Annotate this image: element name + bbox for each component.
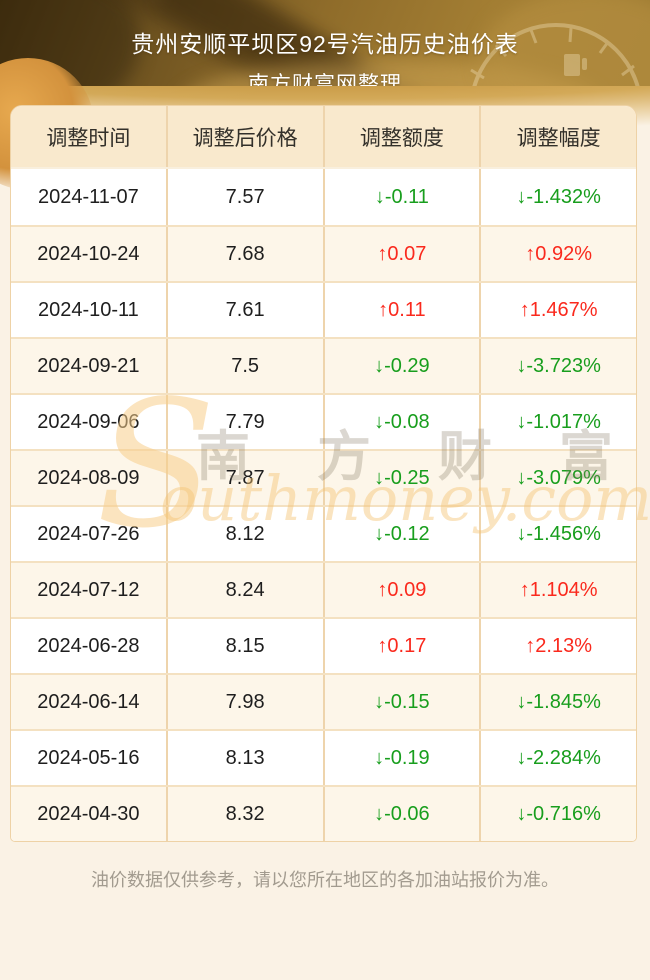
table-row: 2024-11-07 7.57 ↓-0.11 ↓-1.432% [11, 169, 636, 225]
cell-adjust-date: 2024-11-07 [11, 169, 168, 225]
cell-adjust-range: ↑2.13% [525, 634, 592, 657]
table-row: 2024-10-11 7.61 ↑0.11 ↑1.467% [11, 281, 636, 337]
cell-price-after: 8.12 [168, 507, 325, 561]
cell-price-after: 7.57 [168, 169, 325, 225]
cell-adjust-date: 2024-05-16 [11, 731, 168, 785]
table-header-row: 调整时间 调整后价格 调整额度 调整幅度 [11, 106, 636, 169]
cell-adjust-range: ↓-0.716% [516, 802, 601, 825]
cell-adjust-date: 2024-07-12 [11, 563, 168, 617]
column-header-adjust-amount: 调整额度 [325, 106, 482, 167]
banner-titles: 贵州安顺平坝区92号汽油历史油价表 南方财富网整理 [0, 0, 650, 96]
header-banner: 贵州安顺平坝区92号汽油历史油价表 南方财富网整理 [0, 0, 650, 96]
cell-adjust-amount: ↓-0.25 [325, 451, 482, 505]
banner-glow [480, 0, 650, 96]
table-row: 2024-09-06 7.79 ↓-0.08 ↓-1.017% [11, 393, 636, 449]
cell-price-after: 8.13 [168, 731, 325, 785]
cell-adjust-amount: ↑0.07 [325, 227, 482, 281]
cell-price-after: 7.61 [168, 283, 325, 337]
table-body: 2024-11-07 7.57 ↓-0.11 ↓-1.432% 2024-10-24 7.… [11, 169, 636, 841]
cell-adjust-date: 2024-04-30 [11, 787, 168, 841]
cell-adjust-range: ↑0.92% [525, 242, 592, 265]
cell-adjust-amount: ↓-0.08 [325, 395, 482, 449]
table-row: 2024-09-21 7.5 ↓-0.29 ↓-3.723% [11, 337, 636, 393]
cell-price-after: 8.24 [168, 563, 325, 617]
cell-adjust-date: 2024-06-28 [11, 619, 168, 673]
cell-adjust-amount: ↑0.11 [325, 283, 482, 337]
column-header-adjust-time: 调整时间 [11, 106, 168, 167]
cell-adjust-amount: ↓-0.06 [325, 787, 482, 841]
cell-adjust-amount: ↓-0.19 [325, 731, 482, 785]
table-row: 2024-04-30 8.32 ↓-0.06 ↓-0.716% [11, 785, 636, 841]
cell-adjust-range: ↓-2.284% [516, 746, 601, 769]
cell-adjust-amount: ↓-0.15 [325, 675, 482, 729]
table-row: 2024-05-16 8.13 ↓-0.19 ↓-2.284% [11, 729, 636, 785]
table-row: 2024-08-09 7.87 ↓-0.25 ↓-3.079% [11, 449, 636, 505]
cell-adjust-date: 2024-09-06 [11, 395, 168, 449]
cell-adjust-amount: ↑0.17 [325, 619, 482, 673]
cell-price-after: 7.98 [168, 675, 325, 729]
disclaimer-note: 油价数据仅供参考，请以您所在地区的各加油站报价为准。 [91, 870, 559, 890]
table-row: 2024-07-26 8.12 ↓-0.12 ↓-1.456% [11, 505, 636, 561]
cell-adjust-date: 2024-06-14 [11, 675, 168, 729]
cell-adjust-range: ↓-1.456% [516, 522, 601, 545]
cell-adjust-date: 2024-07-26 [11, 507, 168, 561]
cell-price-after: 7.68 [168, 227, 325, 281]
cell-adjust-amount: ↓-0.12 [325, 507, 482, 561]
column-header-price-after: 调整后价格 [168, 106, 325, 167]
cell-adjust-amount: ↓-0.29 [325, 339, 482, 393]
cell-price-after: 7.5 [168, 339, 325, 393]
cell-adjust-amount: ↓-0.11 [325, 169, 482, 225]
fuel-gauge-icon [470, 23, 642, 96]
cell-adjust-range: ↓-1.432% [516, 185, 601, 208]
cell-adjust-range: ↑1.467% [519, 298, 598, 321]
table-row: 2024-10-24 7.68 ↑0.07 ↑0.92% [11, 225, 636, 281]
cell-adjust-range: ↓-3.079% [516, 466, 601, 489]
table-row: 2024-06-14 7.98 ↓-0.15 ↓-1.845% [11, 673, 636, 729]
cell-adjust-range: ↓-1.845% [516, 690, 601, 713]
page-title: 贵州安顺平坝区92号汽油历史油价表 [131, 31, 519, 57]
cell-adjust-range: ↓-3.723% [516, 354, 601, 377]
cell-price-after: 8.15 [168, 619, 325, 673]
table-row: 2024-06-28 8.15 ↑0.17 ↑2.13% [11, 617, 636, 673]
column-header-adjust-range: 调整幅度 [516, 126, 601, 150]
cell-price-after: 7.79 [168, 395, 325, 449]
cell-adjust-date: 2024-08-09 [11, 451, 168, 505]
cell-adjust-date: 2024-09-21 [11, 339, 168, 393]
oil-price-table: 调整时间 调整后价格 调整额度 调整幅度 2024-11-07 7.57 ↓-0.1… [10, 105, 637, 842]
cell-adjust-date: 2024-10-11 [11, 283, 168, 337]
cell-adjust-range: ↓-1.017% [516, 410, 601, 433]
cell-price-after: 7.87 [168, 451, 325, 505]
cell-adjust-date: 2024-10-24 [11, 227, 168, 281]
cell-adjust-amount: ↑0.09 [325, 563, 482, 617]
cell-adjust-range: ↑1.104% [519, 578, 598, 601]
table-row: 2024-07-12 8.24 ↑0.09 ↑1.104% [11, 561, 636, 617]
cell-price-after: 8.32 [168, 787, 325, 841]
